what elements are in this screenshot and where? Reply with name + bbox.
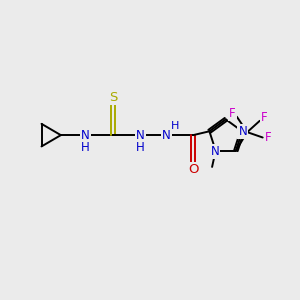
Text: F: F [265,131,271,144]
Text: S: S [109,91,117,104]
Text: N: N [162,129,171,142]
Text: O: O [188,164,198,176]
Text: F: F [229,106,236,120]
Text: N: N [238,125,247,138]
Text: N: N [136,129,145,142]
Text: F: F [261,111,268,124]
Text: H: H [81,141,90,154]
Text: H: H [171,121,179,130]
Text: N: N [211,145,219,158]
Text: N: N [81,129,90,142]
Text: H: H [136,141,145,154]
